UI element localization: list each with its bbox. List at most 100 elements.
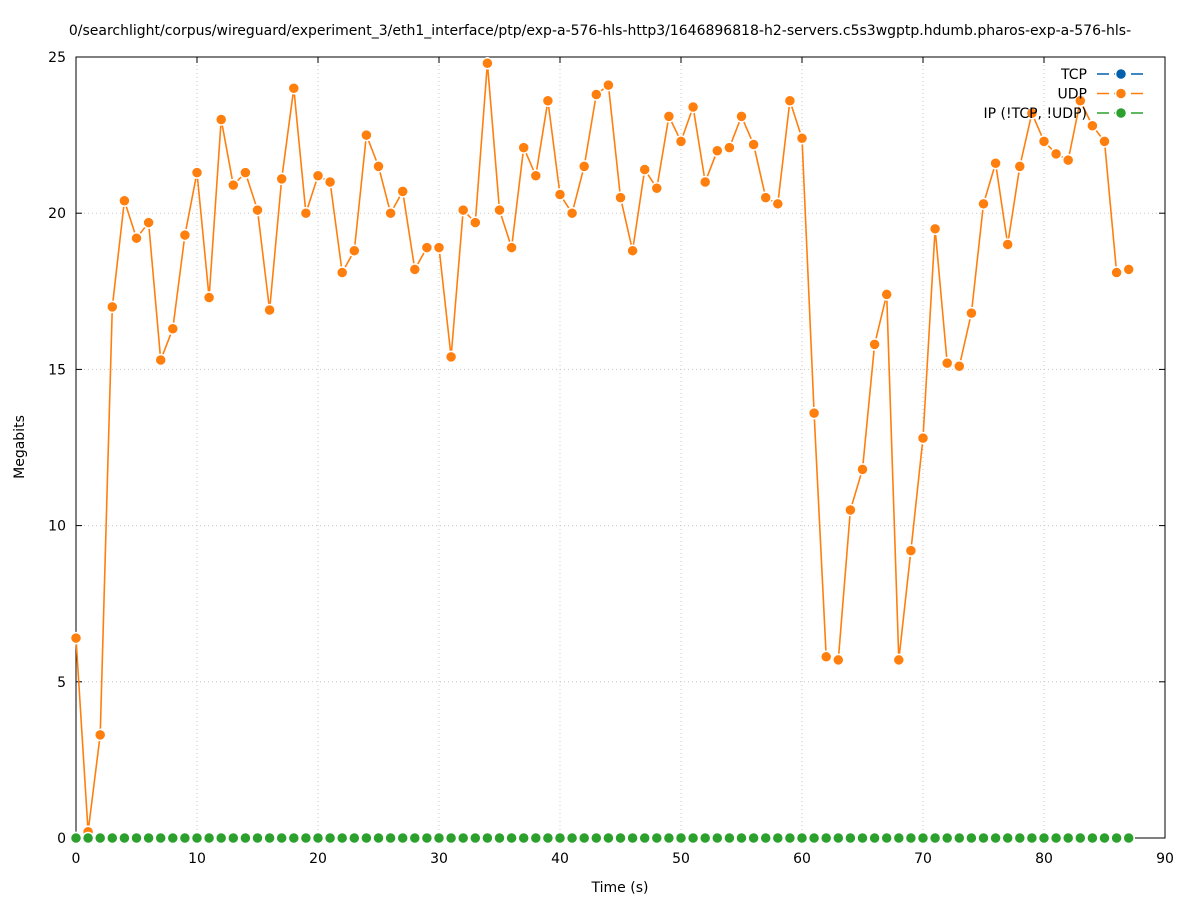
- data-point: [1110, 831, 1123, 845]
- legend-label: TCP: [1060, 67, 1087, 83]
- data-point: [420, 831, 434, 845]
- data-point: [614, 191, 627, 204]
- data-point: [335, 266, 349, 279]
- y-axis-label: Megabits: [12, 415, 28, 479]
- data-point: [989, 831, 1002, 845]
- data-point: [469, 216, 482, 229]
- data-point: [106, 300, 119, 314]
- data-point: [965, 306, 978, 320]
- grid: [76, 57, 1165, 838]
- y-tick-label: 0: [57, 831, 66, 847]
- data-point: [953, 360, 966, 373]
- data-point: [577, 160, 591, 173]
- data-point: [505, 241, 518, 254]
- data-point: [1098, 135, 1111, 148]
- data-point: [807, 831, 821, 845]
- data-point: [323, 175, 337, 189]
- y-tick-label: 20: [48, 206, 66, 222]
- data-point: [396, 185, 409, 198]
- data-point: [686, 831, 700, 845]
- data-point: [940, 831, 954, 845]
- chart-title: 0/searchlight/corpus/wireguard/experimen…: [69, 23, 1131, 39]
- data-point: [214, 831, 228, 845]
- x-tick-label: 40: [551, 851, 569, 867]
- data-point: [565, 206, 579, 220]
- data-point: [444, 350, 458, 364]
- data-point: [517, 831, 530, 845]
- x-axis-label: Time (s): [591, 880, 649, 896]
- data-point: [239, 166, 252, 179]
- data-point: [287, 831, 301, 845]
- data-point: [711, 144, 724, 157]
- data-point: [638, 831, 651, 845]
- data-point: [348, 831, 361, 845]
- data-point: [202, 831, 216, 845]
- data-point: [1086, 119, 1099, 132]
- data-point: [783, 94, 797, 107]
- data-point: [880, 288, 893, 301]
- data-point: [844, 503, 857, 517]
- data-point: [348, 244, 361, 257]
- data-point: [323, 831, 337, 845]
- data-point: [251, 203, 264, 217]
- data-point: [965, 831, 978, 845]
- y-tick-label: 15: [48, 362, 66, 378]
- data-point: [69, 631, 83, 645]
- data-point: [989, 156, 1002, 170]
- data-point: [178, 831, 192, 845]
- data-point: [759, 831, 772, 845]
- data-point: [953, 831, 966, 845]
- data-point: [832, 653, 845, 667]
- x-tick-label: 20: [309, 851, 327, 867]
- data-point: [735, 110, 748, 123]
- data-point: [456, 203, 470, 217]
- data-point: [795, 831, 809, 845]
- data-point: [723, 141, 736, 154]
- data-point: [1086, 831, 1099, 845]
- y-tick-label: 5: [57, 675, 66, 691]
- data-point: [916, 431, 930, 445]
- data-point: [1001, 831, 1014, 845]
- data-point: [505, 831, 518, 845]
- data-point: [166, 831, 180, 845]
- data-point: [1049, 831, 1063, 845]
- data-point: [202, 291, 216, 304]
- data-point: [263, 303, 276, 317]
- data-point: [493, 203, 506, 217]
- data-point: [928, 222, 942, 236]
- data-point: [541, 831, 555, 845]
- data-point: [844, 831, 857, 845]
- data-point: [892, 831, 906, 845]
- data-point: [275, 831, 288, 845]
- data-point: [420, 241, 434, 254]
- x-tick-label: 10: [188, 851, 206, 867]
- data-point: [130, 231, 143, 245]
- data-point: [868, 338, 881, 351]
- data-point: [723, 831, 736, 845]
- data-point: [1037, 135, 1051, 148]
- data-point: [1025, 106, 1039, 120]
- data-point: [650, 181, 664, 195]
- data-point: [662, 831, 676, 845]
- data-point: [69, 831, 83, 845]
- data-point: [626, 244, 639, 257]
- data-point: [239, 831, 252, 845]
- data-point: [299, 206, 313, 220]
- y-tick-label: 10: [48, 519, 66, 535]
- data-point: [602, 831, 615, 845]
- data-point: [118, 194, 131, 207]
- data-point: [940, 356, 954, 370]
- data-point: [819, 831, 833, 845]
- data-point: [1098, 831, 1111, 845]
- data-point: [227, 178, 240, 192]
- data-point: [529, 831, 543, 845]
- data-point: [1013, 160, 1027, 173]
- data-point: [142, 216, 155, 229]
- legend: TCP UDP IP (!TCP, !UDP): [984, 67, 1145, 122]
- data-point: [1025, 831, 1039, 845]
- data-point: [299, 831, 313, 845]
- data-point: [1049, 147, 1063, 161]
- data-point: [384, 206, 397, 220]
